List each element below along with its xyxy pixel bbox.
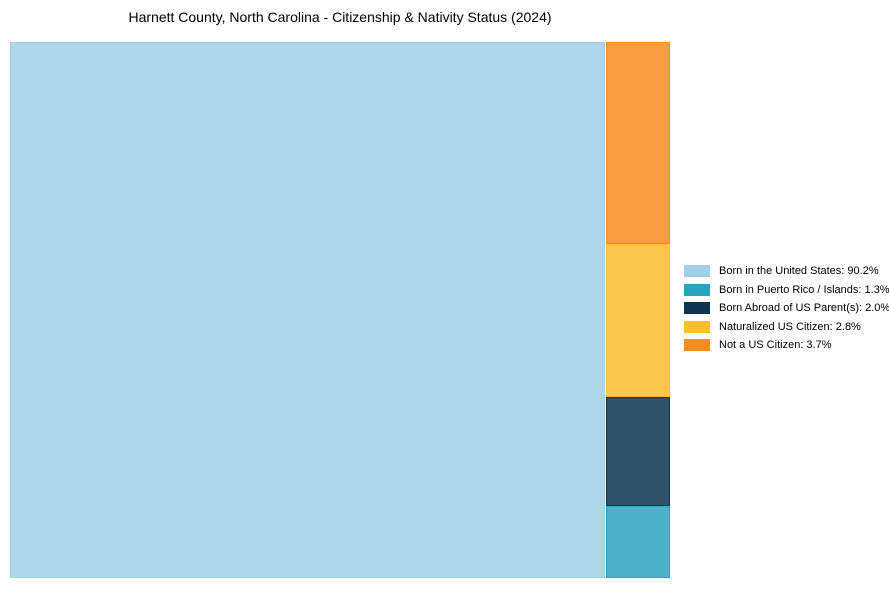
legend-swatch-icon: [684, 283, 710, 296]
treemap-tile[interactable]: [10, 42, 605, 578]
legend-label: Born Abroad of US Parent(s): 2.0%: [719, 302, 889, 314]
treemap-tile[interactable]: [606, 397, 670, 506]
legend-item[interactable]: Born Abroad of US Parent(s): 2.0%: [684, 302, 889, 314]
legend-label: Not a US Citizen: 3.7%: [719, 339, 832, 351]
legend-label: Born in Puerto Rico / Islands: 1.3%: [719, 283, 889, 296]
treemap-tile[interactable]: [606, 244, 670, 397]
legend-swatch-icon: [684, 339, 710, 351]
legend-item[interactable]: Naturalized US Citizen: 2.8%: [684, 320, 889, 333]
legend-swatch-icon: [684, 320, 710, 333]
legend: Born in the United States: 90.2% Born in …: [684, 265, 889, 358]
treemap-plot: [10, 42, 670, 578]
legend-item[interactable]: Born in the United States: 90.2%: [684, 265, 889, 277]
chart-title: Harnett County, North Carolina - Citizen…: [128, 9, 552, 25]
treemap-tile[interactable]: [606, 506, 670, 578]
legend-swatch-icon: [684, 265, 710, 277]
legend-label: Naturalized US Citizen: 2.8%: [719, 320, 861, 333]
legend-item[interactable]: Born in Puerto Rico / Islands: 1.3%: [684, 283, 889, 296]
legend-label: Born in the United States: 90.2%: [719, 265, 879, 277]
legend-item[interactable]: Not a US Citizen: 3.7%: [684, 339, 889, 351]
legend-swatch-icon: [684, 302, 710, 314]
treemap-tile[interactable]: [606, 42, 670, 244]
